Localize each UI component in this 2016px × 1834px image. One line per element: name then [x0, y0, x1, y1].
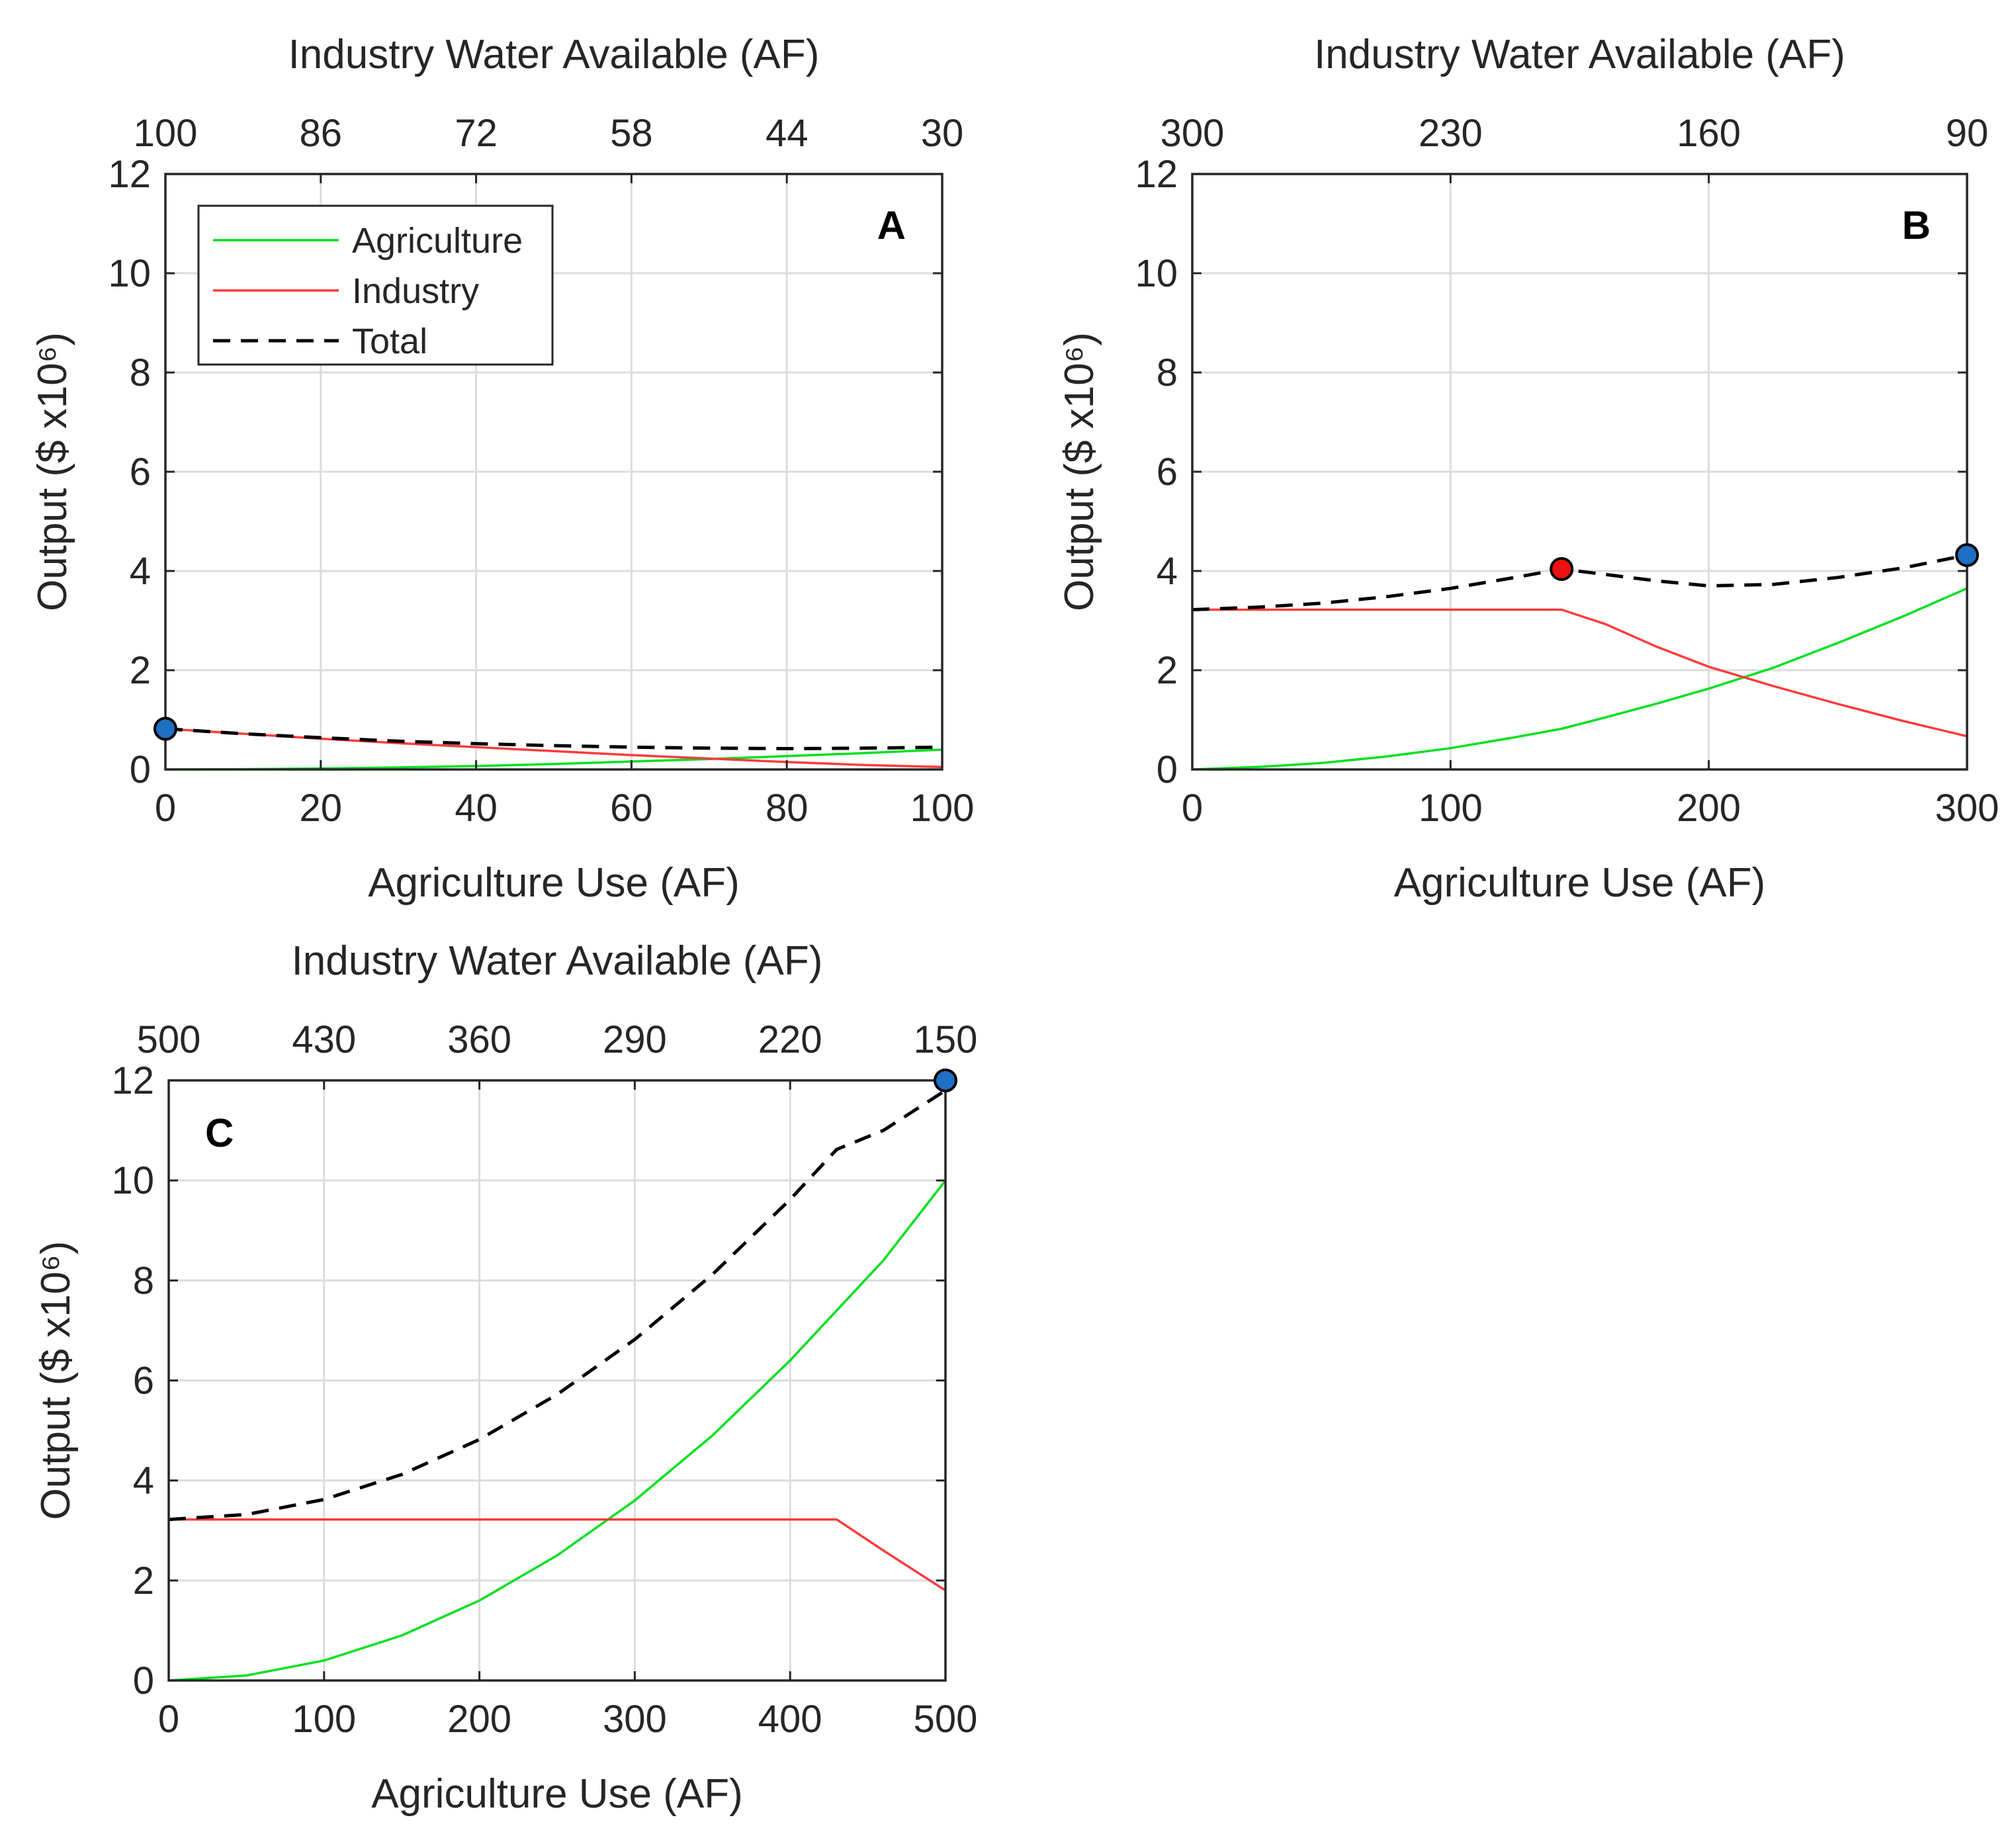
x-tick-label: 400: [758, 1698, 822, 1741]
x-tick-label: 20: [300, 787, 343, 830]
top-tick-label: 58: [610, 112, 653, 155]
x-tick-label: 100: [292, 1698, 356, 1741]
series-line-agriculture: [1192, 587, 1968, 771]
panel-letter: A: [877, 203, 906, 247]
legend-label-agriculture: Agriculture: [352, 221, 523, 261]
y-tick-label: 2: [1157, 649, 1178, 692]
x-tick-label: 0: [155, 787, 176, 830]
y-tick-label: 8: [130, 351, 151, 394]
top-axis-title: Industry Water Available (AF): [292, 938, 823, 984]
y-tick-label: 0: [1157, 748, 1178, 791]
series-line-total: [165, 727, 943, 750]
highlight-marker: [934, 1069, 957, 1092]
x-axis-title: Agriculture Use (AF): [371, 1771, 743, 1817]
y-tick-label: 10: [111, 1159, 154, 1202]
top-tick-label: 90: [1946, 112, 1989, 155]
y-tick-label: 10: [108, 252, 151, 295]
top-tick-label: 150: [914, 1018, 978, 1061]
top-tick-label: 300: [1161, 112, 1225, 155]
y-tick-label: 0: [133, 1659, 154, 1702]
y-tick-label: 4: [130, 550, 151, 593]
top-tick-label: 220: [758, 1018, 822, 1061]
series-line-total: [1192, 553, 1968, 611]
legend-label-total: Total: [352, 322, 427, 361]
x-tick-label: 0: [1182, 787, 1203, 830]
panel-letter: B: [1902, 203, 1931, 247]
y-axis-title: Output ($ x10⁶): [1057, 332, 1102, 611]
y-tick-label: 4: [1157, 550, 1178, 593]
y-tick-label: 0: [130, 748, 151, 791]
legend-label-industry: Industry: [352, 271, 479, 311]
y-tick-label: 8: [133, 1259, 154, 1302]
y-tick-label: 12: [1135, 153, 1178, 196]
y-tick-label: 12: [108, 153, 151, 196]
y-tick-label: 6: [1157, 451, 1178, 494]
top-axis-title: Industry Water Available (AF): [288, 32, 820, 77]
top-tick-label: 30: [921, 112, 964, 155]
series-line-industry: [165, 727, 943, 769]
top-tick-label: 430: [292, 1018, 356, 1061]
y-tick-label: 2: [130, 649, 151, 692]
top-tick-label: 360: [447, 1018, 511, 1061]
top-tick-label: 290: [603, 1018, 667, 1061]
y-tick-label: 12: [111, 1059, 154, 1102]
x-axis-title: Agriculture Use (AF): [368, 860, 740, 906]
top-tick-label: 86: [300, 112, 343, 155]
top-tick-label: 44: [766, 112, 809, 155]
series-line-total: [168, 1088, 947, 1522]
top-tick-label: 500: [137, 1018, 201, 1061]
x-tick-label: 100: [910, 787, 975, 830]
legend-box: [197, 204, 554, 366]
x-tick-label: 300: [603, 1698, 667, 1741]
y-tick-label: 4: [133, 1460, 154, 1503]
y-axis-title: Output ($ x10⁶): [30, 332, 75, 611]
y-tick-label: 2: [133, 1559, 154, 1602]
legend: Agriculture Industry Total: [197, 204, 554, 366]
x-tick-label: 100: [1419, 787, 1483, 830]
y-tick-label: 6: [130, 451, 151, 494]
y-tick-label: 8: [1157, 351, 1178, 394]
x-tick-label: 200: [447, 1698, 511, 1741]
top-tick-label: 100: [134, 112, 198, 155]
highlight-marker: [1550, 557, 1574, 581]
x-tick-label: 500: [914, 1698, 978, 1741]
x-tick-label: 200: [1677, 787, 1741, 830]
top-tick-label: 230: [1419, 112, 1483, 155]
x-tick-label: 40: [455, 787, 498, 830]
series-line-industry: [169, 1518, 946, 1592]
y-tick-label: 10: [1135, 252, 1178, 295]
x-tick-label: 300: [1935, 787, 1999, 830]
series-line-agriculture: [168, 1180, 947, 1682]
x-tick-label: 60: [610, 787, 653, 830]
y-axis-title: Output ($ x10⁶): [33, 1241, 79, 1520]
series-line-industry: [1192, 608, 1968, 738]
highlight-marker: [1955, 543, 1979, 567]
top-axis-title: Industry Water Available (AF): [1314, 32, 1845, 77]
x-axis-title: Agriculture Use (AF): [1394, 860, 1766, 906]
highlight-marker: [153, 717, 177, 741]
x-tick-label: 80: [766, 787, 809, 830]
top-tick-label: 72: [455, 112, 498, 155]
top-tick-label: 160: [1677, 112, 1741, 155]
panel-letter: C: [205, 1111, 234, 1155]
y-tick-label: 6: [133, 1360, 154, 1403]
x-tick-label: 0: [158, 1698, 179, 1741]
